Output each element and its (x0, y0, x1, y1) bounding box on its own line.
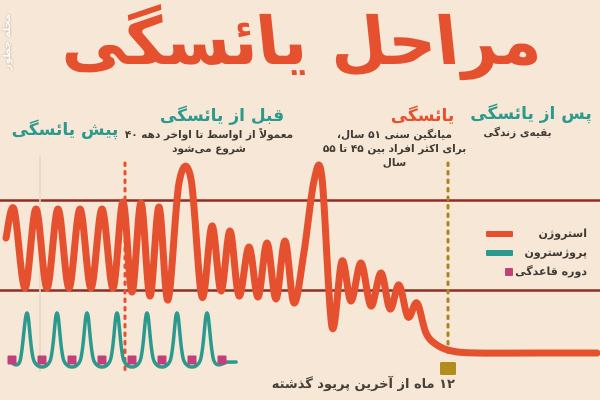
period-marker (187, 355, 197, 365)
stage-desc-postmenopause: بقیه‌ی زندگی (483, 127, 552, 139)
stage-label-premenopause: پیش یائسگی (11, 120, 119, 140)
period-swatch-icon (505, 267, 513, 276)
divider-cap-marker (440, 362, 456, 375)
period-marker (157, 355, 167, 365)
progesterone-swatch-icon (486, 249, 513, 256)
stage-desc-perimenopause: معمولاً از اواسط تا اواخر دهه ۴۰ شروع می… (124, 129, 294, 155)
legend-row-period: دوره قاعدگی (483, 262, 587, 281)
chart-legend: استروژن پروژسترون دوره قاعدگی (483, 224, 587, 281)
stage-label-menopause: یائسگی (390, 106, 455, 126)
last-period-note: ۱۲ ماه از آخرین پریود گذشته (271, 377, 455, 392)
progesterone-line (8, 311, 238, 369)
legend-row-estrogen: استروژن (483, 224, 587, 243)
estrogen-swatch-icon (486, 230, 513, 237)
period-marker (217, 355, 227, 365)
period-marker (7, 355, 17, 365)
stage-label-postmenopause: پس از یائسگی (470, 104, 592, 124)
estrogen-line (2, 161, 600, 357)
legend-label-progesterone: پروژسترون (524, 246, 587, 259)
stage-label-perimenopause: قبل از یائسگی (159, 106, 285, 126)
legend-label-estrogen: استروژن (538, 227, 587, 240)
stage-desc-menopause: میانگین سنی ۵۱ سال، برای اکثر افراد بین … (322, 129, 467, 169)
period-marker (97, 355, 107, 365)
period-marker (127, 355, 137, 365)
period-marker (67, 355, 77, 365)
legend-label-period: دوره قاعدگی (515, 265, 587, 278)
period-marker (37, 355, 47, 365)
legend-row-progesterone: پروژسترون (483, 243, 587, 262)
